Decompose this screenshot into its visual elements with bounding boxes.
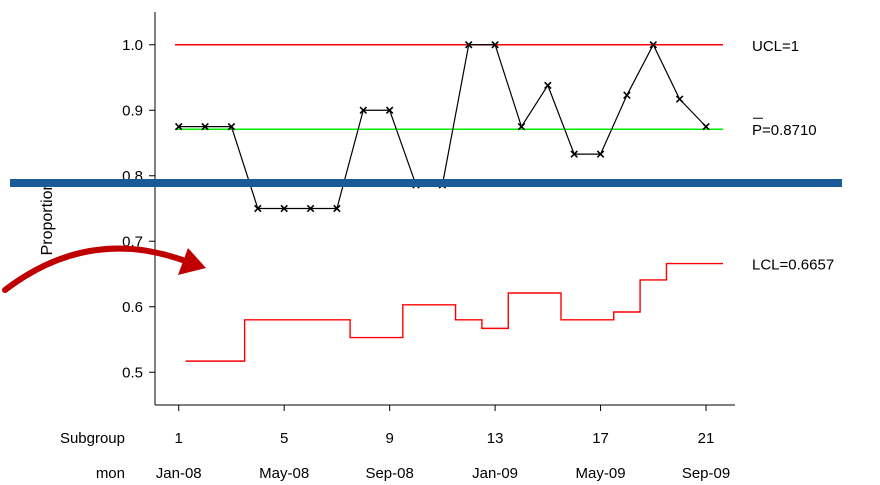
ucl-label: UCL=1 [752,38,799,55]
x-tick-label: Sep-08 [365,465,413,482]
data-point-marker [675,95,684,103]
data-point-marker [464,40,473,49]
data-point-marker [333,204,341,213]
y-tick-label: 0.5 [122,364,143,381]
x-tick-label: 5 [280,430,288,447]
y-tick-label: 0.6 [122,299,143,316]
x-tick-label: 17 [592,430,609,447]
x-tick-label: Jan-09 [472,465,518,482]
y-tick-label: 0.9 [122,102,143,119]
x-tick-label: Jan-08 [156,465,202,482]
x-tick-label: Sep-09 [682,465,730,482]
x-row-name: mon [96,465,125,482]
data-point-marker [623,91,631,99]
data-point-marker [702,122,710,131]
data-point-marker [491,40,499,49]
data-point-marker [570,150,578,158]
x-tick-label: 13 [487,430,504,447]
x-tick-label: May-08 [259,465,309,482]
annotation-arrow-shaft [2,245,191,293]
data-point-marker [280,204,288,213]
y-axis-label: Proportion [39,182,56,256]
annotation-arrow-head [178,248,206,275]
x-tick-label: May-09 [576,465,626,482]
x-row-name: Subgroup [60,430,125,447]
data-point-marker [359,106,368,115]
y-tick-label: 1.0 [122,37,143,54]
data-point-marker [544,81,552,90]
lcl-step-line [185,262,723,362]
lcl-label: LCL=0.6657 [752,257,834,274]
x-tick-label: 9 [385,430,393,447]
data-point-marker [201,122,209,131]
data-point-marker [596,150,605,158]
data-point-marker [385,106,394,115]
data-point-marker [174,122,183,131]
center-label: P=0.8710 [752,122,817,139]
x-tick-label: 1 [175,430,183,447]
x-tick-label: 21 [698,430,715,447]
data-point-marker [649,40,658,49]
data-point-marker [306,204,315,213]
data-point-marker [254,204,262,213]
data-point-marker [517,122,526,131]
data-point-marker [227,122,236,131]
